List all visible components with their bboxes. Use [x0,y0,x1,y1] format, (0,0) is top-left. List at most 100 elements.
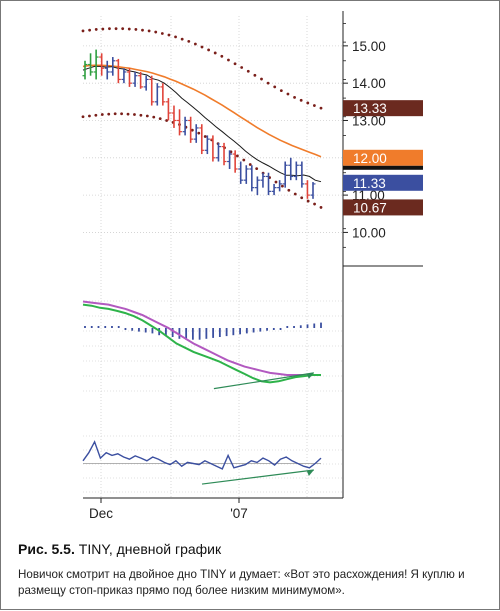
lower-envelope-dot [113,112,117,116]
lower-envelope-dot [313,202,316,206]
upper-envelope-dot [220,54,224,58]
histogram-bar [198,328,201,340]
divergence-arrow-2-head [306,470,314,476]
histogram-bar [205,328,208,339]
histogram-bar [185,328,188,340]
histogram-bar [178,328,181,339]
upper-envelope-dot [154,30,158,34]
upper-envelope-dot [101,27,105,31]
upper-envelope-dot [319,106,323,110]
upper-envelope-dot [286,92,290,96]
figure-title: TINY, дневной график [78,541,222,557]
price-tag-label: 10.67 [353,200,387,215]
histogram-bar [90,326,93,328]
histogram-bar [245,328,248,334]
grid-layer [83,16,343,498]
histogram-bar [165,328,167,337]
histogram-bar [306,324,309,328]
x-tick-label: Dec [89,506,113,521]
last-price-marker [343,165,423,170]
y-tick-label: 14.00 [352,76,386,91]
upper-envelope-dot [81,29,85,33]
histogram-bar [171,328,174,337]
divergence-arrow-1-head [306,372,314,379]
y-tick-label: 10.00 [352,225,386,240]
upper-envelope-dot [134,28,138,31]
upper-envelope-dot [312,104,316,107]
x-tick-label: '07 [230,506,248,521]
price-tag-label: 13.33 [353,101,387,116]
indicator-panel-2 [82,440,322,485]
upper-envelope-dot [246,69,250,73]
price-tag-box [343,174,423,191]
histogram-bar [286,326,289,328]
upper-envelope-dot [266,81,270,85]
histogram-bar [117,326,120,328]
histogram-bar [124,328,127,330]
lower-envelope-dot [100,113,104,116]
price-tag-box [343,100,423,117]
upper-envelope-dot [240,66,244,69]
lower-envelope-dot [94,113,98,117]
upper-envelope-dot [160,32,164,35]
histogram-bar [313,323,316,328]
histogram-bar [299,325,302,328]
upper-envelope-dot [167,33,171,37]
upper-envelope-dot [293,95,296,99]
lower-envelope-dot [235,154,239,158]
lower-envelope-dot [293,192,297,196]
upper-envelope-dot [114,27,118,31]
upper-envelope-dot [306,101,310,105]
histogram-bar [293,326,295,328]
fast-moving-average-line [82,65,322,183]
slow-moving-average-line [82,64,322,158]
histogram-bar [111,326,113,328]
upper-envelope-dot [174,35,177,39]
histogram-bar [272,328,275,330]
lower-envelope-dot [139,113,143,117]
histogram-bar [320,322,322,328]
upper-envelope-dot [213,51,217,55]
lower-envelope-dot [107,112,111,116]
histogram-bar [239,328,241,335]
lower-envelope-dot [88,114,91,118]
upper-envelope-dot [260,77,263,81]
lower-envelope-dot [319,206,323,209]
indicator-1-line-0 [82,300,321,376]
histogram-bar [279,328,282,330]
upper-envelope-dot [147,29,151,33]
histogram-bar [104,326,107,328]
upper-envelope-dot [88,28,92,32]
histogram-bar [138,328,140,332]
histogram-bar [266,328,268,331]
lower-envelope-dot [126,112,130,116]
upper-envelope-dot [273,85,277,89]
upper-envelope-dot [121,27,125,31]
lower-envelope-dot [145,114,149,118]
price-tag-box [343,149,423,166]
lower-envelope-dot [197,131,201,135]
histogram-bar [232,328,235,336]
histogram-bar [252,328,255,333]
histogram-bar [144,328,147,333]
lower-envelope-dot [300,196,304,200]
lower-envelope-dot [248,163,252,166]
lower-envelope-dot [274,180,278,184]
figure-number: Рис. 5.5. [18,541,75,557]
upper-envelope-dot [193,42,197,46]
histogram-bar [191,328,194,340]
histogram-bar [218,328,221,337]
histogram-bar [84,326,86,328]
divergence-arrow-2 [201,469,314,485]
histogram-bar [151,328,154,334]
upper-envelope-dot [233,62,237,66]
upper-envelope-dot [253,73,257,77]
price-panel [81,27,323,209]
indicator-1-line-1 [82,303,321,384]
upper-envelope-dot [227,58,230,62]
y-tick-label: 13.00 [352,113,386,128]
divergence-arrow-1 [213,372,314,390]
lower-envelope-dot [306,199,310,203]
